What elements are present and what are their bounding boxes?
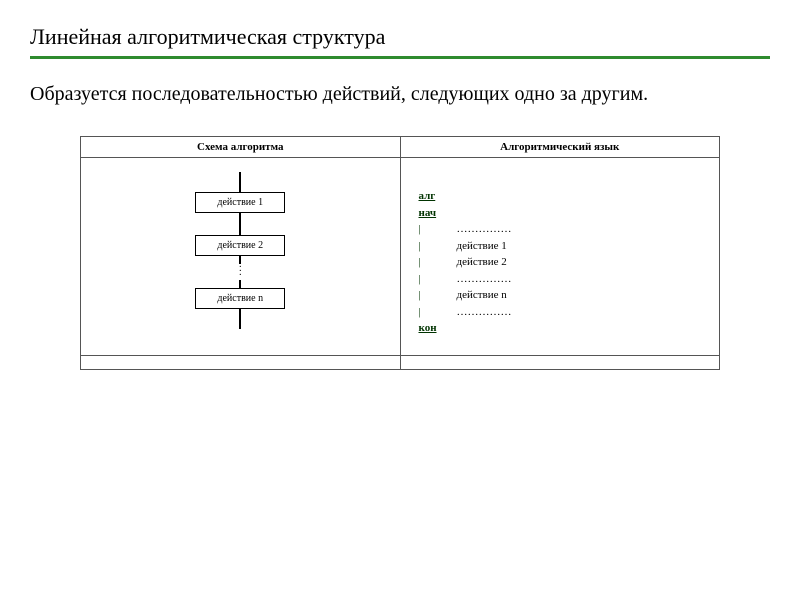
code-cell: алг нач | …………… | действие 1 | действие 2 |… — [400, 158, 720, 356]
comparison-table-wrap: Схема алгоритма Алгоритмический язык дей… — [80, 136, 720, 370]
pseudocode: алг нач | …………… | действие 1 | действие 2 |… — [419, 188, 710, 337]
keyword-nach: нач — [419, 207, 437, 219]
slide-title: Линейная алгоритмическая структура — [30, 24, 770, 50]
code-line: …………… — [457, 273, 512, 285]
flowchart: действие 1 действие 2 ··· действие n — [190, 172, 290, 329]
keyword-alg: алг — [419, 190, 436, 202]
table-header-right: Алгоритмический язык — [400, 137, 720, 158]
code-pipe: | — [419, 254, 429, 271]
code-line: действие n — [457, 289, 507, 301]
table-header-left: Схема алгоритма — [81, 137, 401, 158]
comparison-table: Схема алгоритма Алгоритмический язык дей… — [80, 136, 720, 370]
code-pipe: | — [419, 287, 429, 304]
flowchart-line — [239, 309, 241, 329]
flowchart-box-1: действие 1 — [195, 192, 285, 213]
code-pipe: | — [419, 238, 429, 255]
code-pipe: | — [419, 304, 429, 321]
code-line: …………… — [457, 223, 512, 235]
flowchart-cell: действие 1 действие 2 ··· действие n — [81, 158, 401, 356]
keyword-kon: кон — [419, 322, 437, 334]
flowchart-box-n: действие n — [195, 288, 285, 309]
code-line: …………… — [457, 306, 512, 318]
flowchart-line — [239, 280, 241, 288]
code-pipe: | — [419, 271, 429, 288]
flowchart-ellipsis: ··· — [239, 264, 242, 280]
code-pipe: | — [419, 221, 429, 238]
flowchart-box-2: действие 2 — [195, 235, 285, 256]
table-footer-left — [81, 355, 401, 369]
table-footer-right — [400, 355, 720, 369]
code-line: действие 1 — [457, 240, 507, 252]
slide-description: Образуется последовательностью действий,… — [30, 81, 770, 108]
flowchart-line — [239, 172, 241, 192]
code-line: действие 2 — [457, 256, 507, 268]
title-underline — [30, 56, 770, 59]
flowchart-line — [239, 213, 241, 235]
